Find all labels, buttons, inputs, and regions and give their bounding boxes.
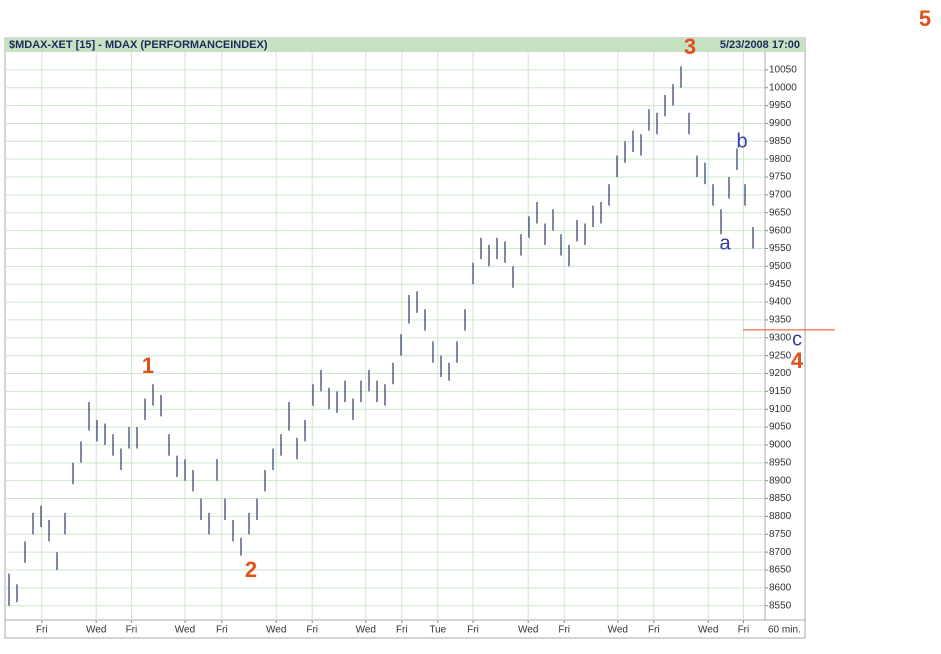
y-tick-label: 8700	[769, 547, 792, 558]
y-tick-label: 9100	[769, 404, 792, 415]
x-tick-label: Fri	[738, 625, 750, 636]
y-tick-label: 9500	[769, 261, 792, 272]
x-tick-label: Wed	[356, 625, 376, 636]
y-tick-label: 9600	[769, 225, 792, 236]
y-tick-label: 8650	[769, 565, 792, 576]
x-tick-label: Fri	[216, 625, 228, 636]
x-tick-label: Fri	[36, 625, 48, 636]
y-tick-label: 9750	[769, 172, 792, 183]
y-tick-label: 9150	[769, 386, 792, 397]
y-tick-label: 10050	[769, 65, 797, 76]
y-tick-label: 8800	[769, 511, 792, 522]
y-tick-label: 9950	[769, 100, 792, 111]
x-axis-label: 60 min.	[768, 625, 801, 636]
x-tick-label: Wed	[608, 625, 628, 636]
x-tick-label: Fri	[126, 625, 138, 636]
header-bar	[5, 38, 805, 52]
x-tick-label: Wed	[518, 625, 538, 636]
y-tick-label: 8750	[769, 529, 792, 540]
wave-label: 2	[245, 557, 257, 582]
x-tick-label: Fri	[467, 625, 479, 636]
subwave-label: a	[719, 232, 731, 254]
y-tick-label: 8850	[769, 493, 792, 504]
x-tick-label: Wed	[698, 625, 718, 636]
x-tick-label: Fri	[306, 625, 318, 636]
subwave-label: b	[736, 130, 747, 152]
wave-label: 5	[919, 6, 931, 31]
y-tick-label: 9000	[769, 440, 792, 451]
y-tick-label: 9200	[769, 368, 792, 379]
x-tick-label: Wed	[86, 625, 106, 636]
wave-label: 1	[142, 353, 154, 378]
y-tick-label: 9650	[769, 207, 792, 218]
y-tick-label: 9850	[769, 136, 792, 147]
x-tick-label: Tue	[429, 625, 446, 636]
x-tick-label: Wed	[266, 625, 286, 636]
x-tick-label: Fri	[396, 625, 408, 636]
y-tick-label: 9450	[769, 279, 792, 290]
y-tick-label: 9300	[769, 332, 792, 343]
y-tick-label: 9400	[769, 297, 792, 308]
wave-label: 4	[791, 348, 804, 373]
wave-label: 3	[684, 34, 696, 59]
y-tick-label: 9800	[769, 154, 792, 165]
x-tick-label: Fri	[558, 625, 570, 636]
y-tick-label: 8950	[769, 457, 792, 468]
x-tick-label: Fri	[648, 625, 660, 636]
x-tick-label: Wed	[175, 625, 195, 636]
y-tick-label: 8900	[769, 475, 792, 486]
y-tick-label: 9900	[769, 118, 792, 129]
y-tick-label: 8600	[769, 582, 792, 593]
chart-date: 5/23/2008 17:00	[720, 39, 800, 51]
chart-title: $MDAX-XET [15] - MDAX (PERFORMANCEINDEX)	[9, 39, 268, 51]
y-tick-label: 9050	[769, 422, 792, 433]
y-tick-label: 8550	[769, 600, 792, 611]
subwave-label: c	[792, 328, 802, 350]
y-tick-label: 9700	[769, 190, 792, 201]
y-tick-label: 10000	[769, 82, 797, 93]
y-tick-label: 9250	[769, 350, 792, 361]
y-tick-label: 9550	[769, 243, 792, 254]
y-tick-label: 9350	[769, 315, 792, 326]
